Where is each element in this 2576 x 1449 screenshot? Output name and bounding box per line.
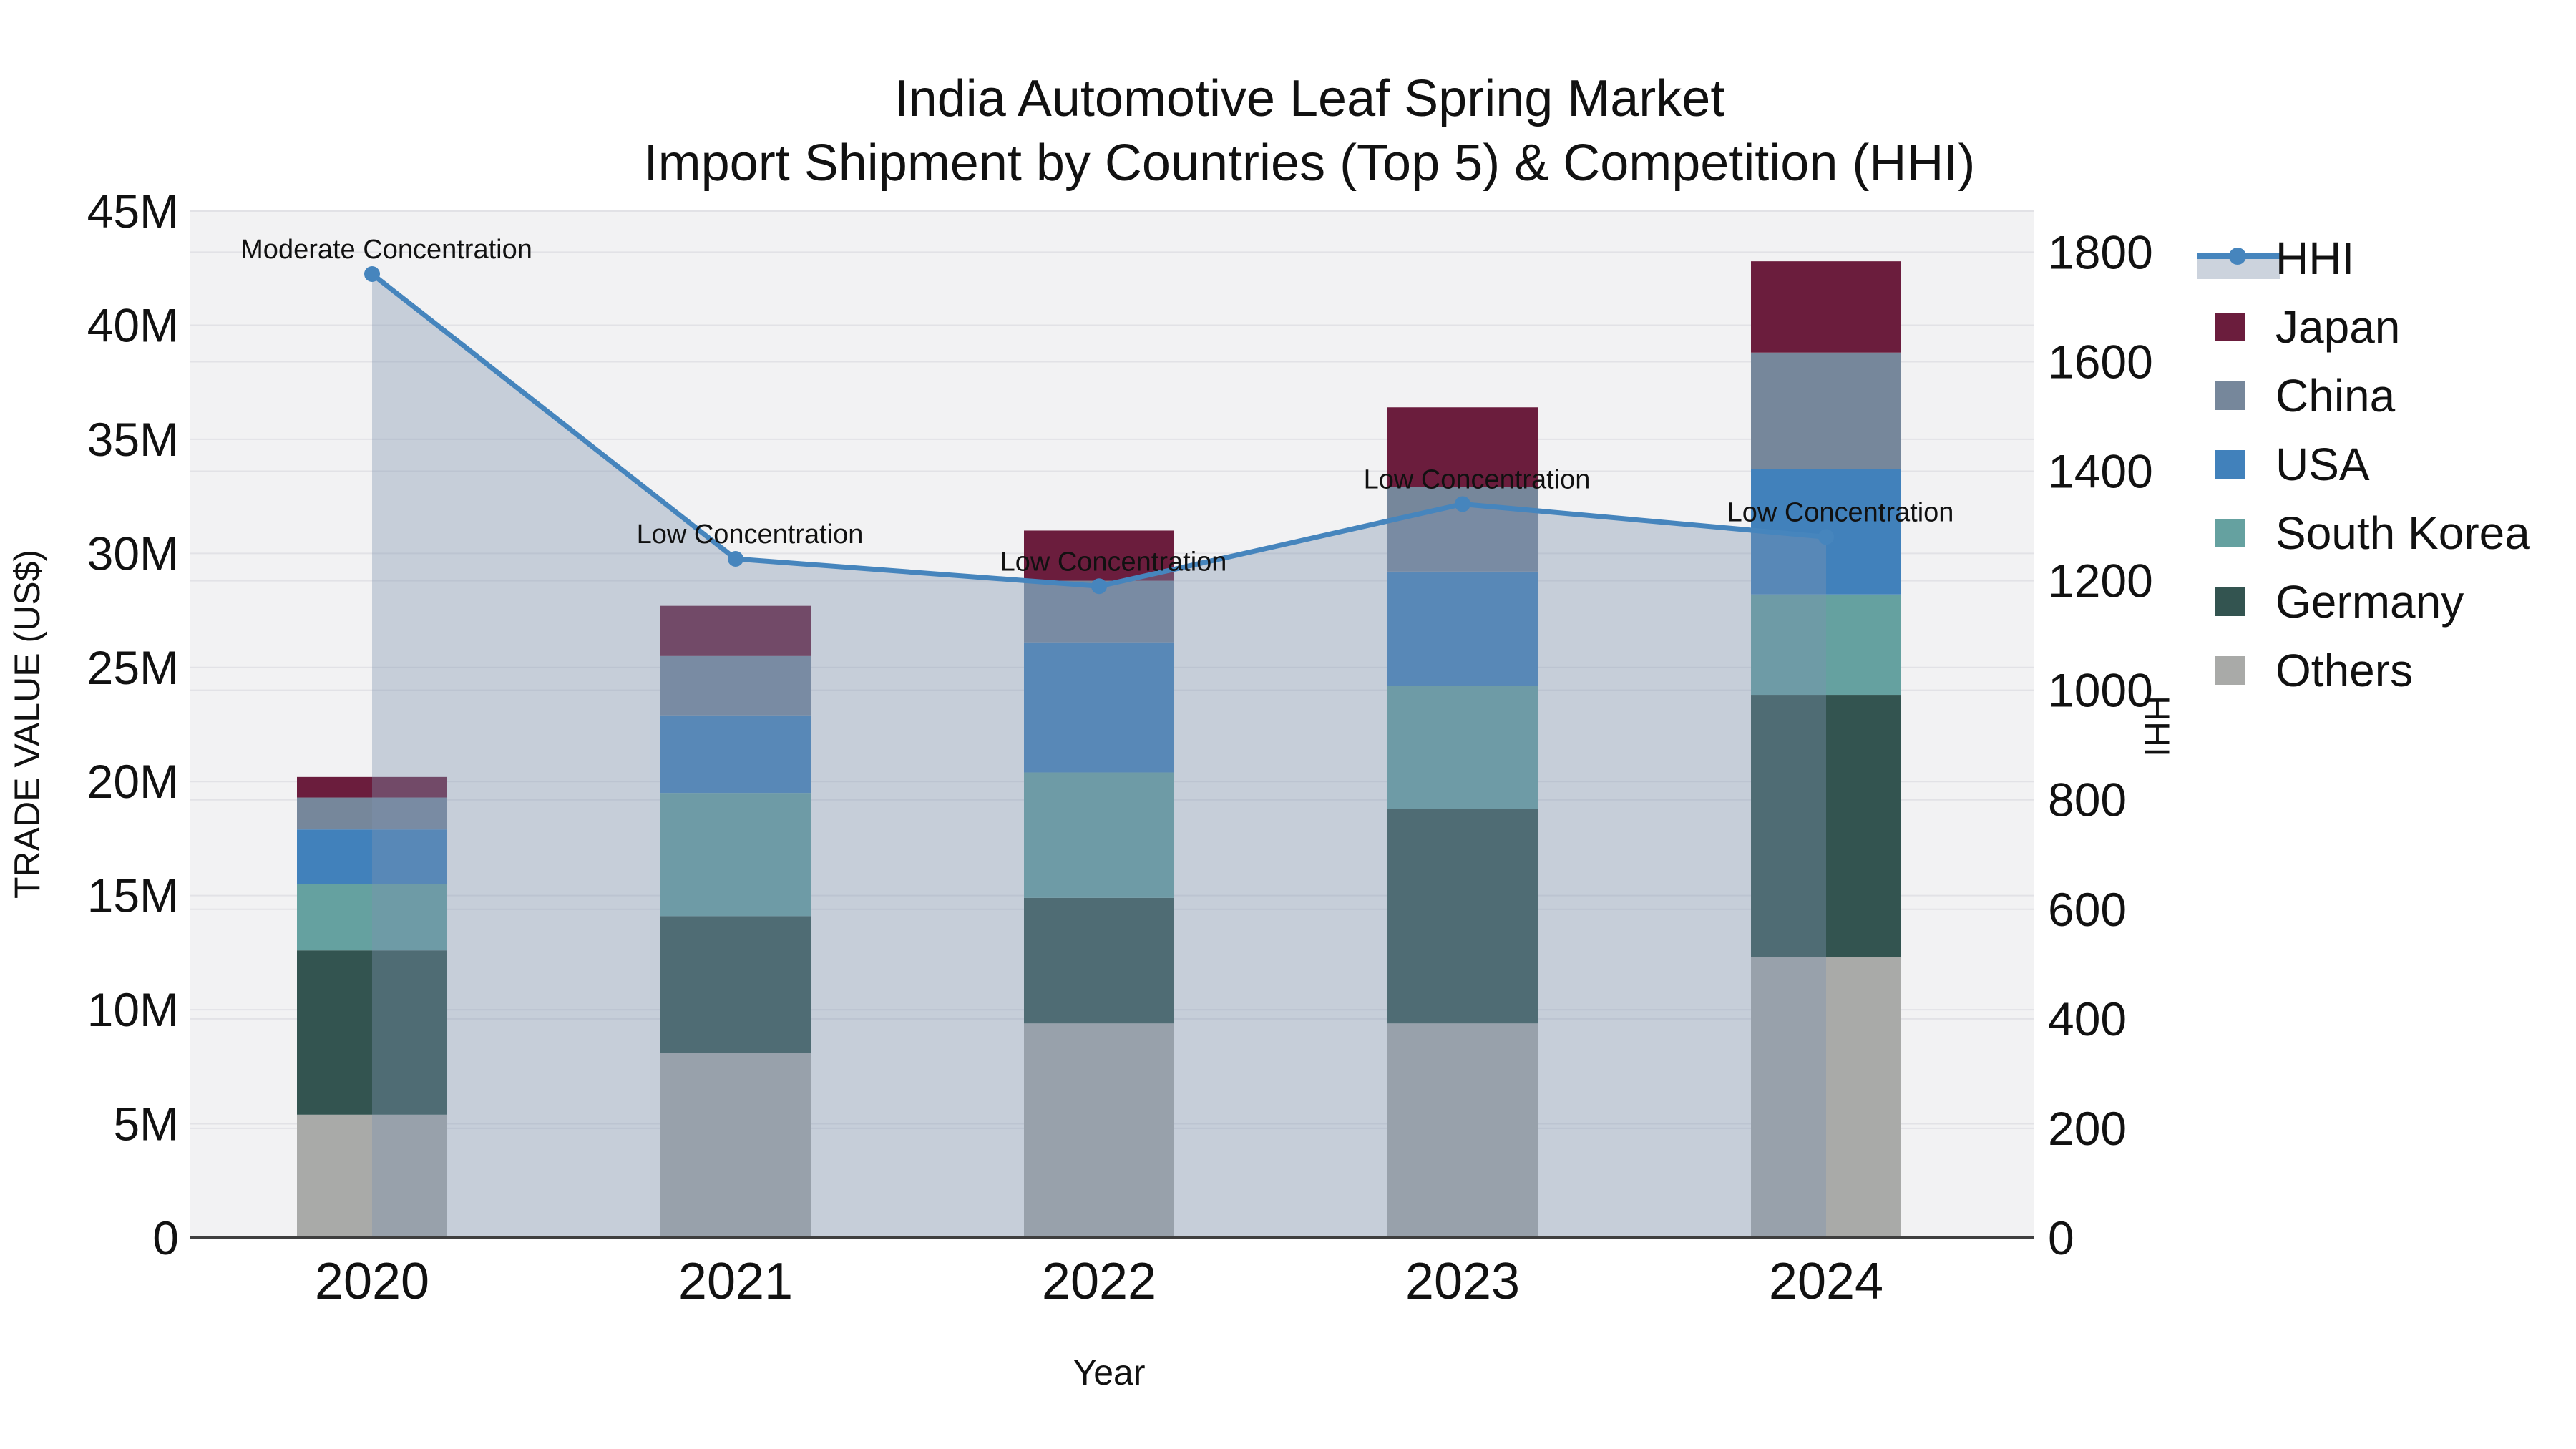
tick-labels: 0 5M 10M 15M 20M 25M 30M 35M 40M 45M 0 200 400 600 800…: [87, 185, 2153, 1310]
legend-item-hhi[interactable]: HHI: [2197, 233, 2354, 284]
tick-y-right-600: 600: [2048, 883, 2127, 936]
bar-2023-germany: [1387, 809, 1538, 1024]
hhi-area-fill: [372, 274, 1826, 1239]
hhi-marker-2022: [1091, 578, 1107, 595]
tick-y-right-800: 800: [2048, 774, 2127, 826]
tick-y-left-45M: 45M: [87, 185, 179, 238]
legend-swatch-usa: [2215, 450, 2245, 479]
bar-2023-south-korea: [1387, 686, 1538, 809]
bar-2021-germany: [660, 916, 811, 1053]
bar-2020-japan: [297, 776, 447, 798]
tick-x-2021: 2021: [678, 1253, 793, 1310]
tick-y-left-20M: 20M: [87, 755, 179, 808]
bar-2024-japan: [1751, 261, 1901, 353]
bar-2022-others: [1024, 1023, 1174, 1238]
tick-y-left-0: 0: [152, 1211, 179, 1264]
x-axis-title: Year: [1073, 1352, 1145, 1392]
bar-2021-china: [660, 655, 811, 716]
annotation-2021: Low Concentration: [637, 519, 864, 550]
tick-x-2024: 2024: [1769, 1253, 1883, 1310]
legend-label: HHI: [2275, 233, 2354, 284]
bar-2022-south-korea: [1024, 772, 1174, 898]
legend: HHI Japan China USA South Korea Germany Others: [2197, 233, 2530, 696]
bar-2021-usa: [660, 715, 811, 794]
legend-item-usa[interactable]: USA: [2215, 439, 2370, 490]
hhi-marker-2020: [364, 266, 380, 283]
bar-2022-usa: [1024, 642, 1174, 773]
bar-2024-others: [1751, 957, 1901, 1238]
tick-y-left-30M: 30M: [87, 527, 179, 580]
legend-swatch-china: [2215, 381, 2245, 410]
tick-y-left-5M: 5M: [113, 1098, 179, 1151]
legend-item-germany[interactable]: Germany: [2215, 576, 2464, 628]
legend-label: South Korea: [2275, 507, 2530, 559]
bar-2024-germany: [1751, 695, 1901, 957]
bar-2024-south-korea: [1751, 594, 1901, 696]
tick-y-right-1000: 1000: [2048, 664, 2153, 717]
bar-2024-china: [1751, 352, 1901, 469]
tick-y-left-40M: 40M: [87, 298, 179, 351]
bar-2022-germany: [1024, 897, 1174, 1024]
bar-2020-germany: [297, 950, 447, 1115]
annotation-2023: Low Concentration: [1364, 464, 1591, 494]
legend-label: Germany: [2275, 576, 2464, 628]
bar-2023-japan: [1387, 407, 1538, 487]
annotation-2022: Low Concentration: [1000, 547, 1227, 577]
y-left-axis-title: TRADE VALUE (US$): [7, 550, 47, 899]
bar-2021-others: [660, 1053, 811, 1238]
bar-2020-others: [297, 1114, 447, 1238]
bar-2020-china: [297, 797, 447, 830]
tick-y-left-10M: 10M: [87, 983, 179, 1036]
legend-item-south-korea[interactable]: South Korea: [2215, 507, 2530, 559]
tick-y-right-400: 400: [2048, 992, 2127, 1045]
chart-title-line1: India Automotive Leaf Spring Market: [894, 70, 1725, 127]
tick-y-right-1400: 1400: [2048, 445, 2153, 498]
stacked-bars: [297, 261, 1901, 1238]
tick-y-right-200: 200: [2048, 1102, 2127, 1155]
legend-label: China: [2275, 370, 2396, 421]
bar-2020-usa: [297, 829, 447, 884]
legend-label: Others: [2275, 645, 2413, 696]
legend-swatch-germany: [2215, 587, 2245, 616]
chart-title-line2: Import Shipment by Countries (Top 5) & C…: [644, 135, 1976, 192]
tick-x-2023: 2023: [1405, 1253, 1520, 1310]
legend-swatch-south-korea: [2215, 519, 2245, 547]
bar-2020-south-korea: [297, 884, 447, 951]
tick-y-left-15M: 15M: [87, 869, 179, 922]
hhi-area: [372, 274, 1826, 1239]
tick-x-2022: 2022: [1042, 1253, 1156, 1310]
tick-y-left-35M: 35M: [87, 413, 179, 466]
tick-y-left-25M: 25M: [87, 641, 179, 694]
tick-y-right-0: 0: [2048, 1211, 2074, 1264]
legend-swatch-japan: [2215, 313, 2245, 341]
y-right-axis-title: HHI: [2137, 696, 2177, 757]
hhi-marker-2024: [1818, 529, 1834, 545]
hhi-marker-2023: [1455, 496, 1470, 512]
hhi-marker-2021: [728, 550, 743, 567]
legend-label: USA: [2275, 439, 2370, 490]
annotation-2024: Low Concentration: [1727, 497, 1954, 527]
legend-swatch-others: [2215, 656, 2245, 685]
legend-item-others[interactable]: Others: [2215, 645, 2413, 696]
annotations: Moderate Concentration Low Concentration L…: [240, 235, 1953, 577]
bar-2023-others: [1387, 1023, 1538, 1238]
bar-2021-japan: [660, 605, 811, 656]
tick-y-right-1600: 1600: [2048, 335, 2153, 388]
legend-hhi-marker-icon: [2229, 248, 2246, 265]
legend-item-china[interactable]: China: [2215, 370, 2396, 421]
legend-label: Japan: [2275, 301, 2400, 353]
annotation-2020: Moderate Concentration: [240, 235, 532, 265]
tick-y-right-1800: 1800: [2048, 225, 2153, 278]
legend-item-japan[interactable]: Japan: [2215, 301, 2400, 353]
tick-y-right-1200: 1200: [2048, 555, 2153, 608]
bar-2021-south-korea: [660, 793, 811, 917]
bar-2023-usa: [1387, 571, 1538, 686]
tick-x-2020: 2020: [315, 1253, 429, 1310]
hhi-line-layer: [364, 266, 1834, 595]
